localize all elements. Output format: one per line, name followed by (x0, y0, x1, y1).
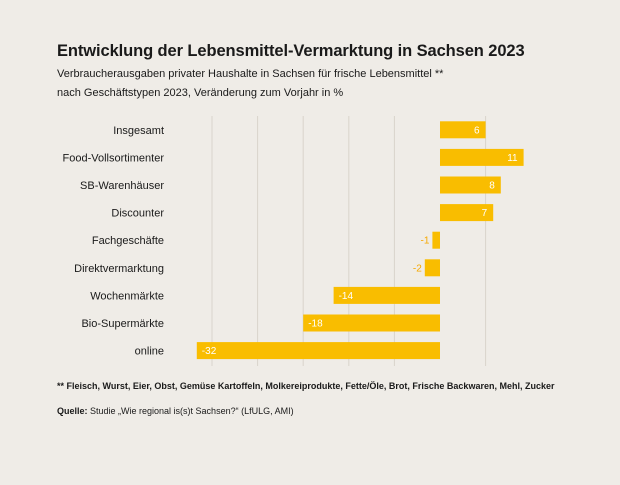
bar (440, 176, 501, 194)
category-label: online (135, 346, 164, 358)
value-label: -18 (308, 319, 323, 330)
footnote: ** Fleisch, Wurst, Eier, Obst, Gemüse Ka… (57, 381, 555, 391)
bar (440, 148, 524, 166)
category-label: Fachgeschäfte (92, 235, 164, 247)
value-label: 8 (489, 181, 495, 192)
bar (424, 259, 440, 277)
category-label: SB-Warenhäuser (80, 180, 164, 192)
bar (303, 314, 440, 332)
subtitle-line-2: nach Geschäftstypen 2023, Veränderung zu… (57, 87, 344, 99)
value-label: -14 (339, 291, 354, 302)
chart-subtitle: Verbraucherausgaben privater Haushalte i… (57, 65, 577, 103)
bar (440, 204, 494, 222)
bar (196, 342, 440, 360)
source-note: Quelle: Studie „Wie regional is(s)t Sach… (57, 406, 294, 416)
bar (440, 121, 486, 139)
value-label: -32 (202, 346, 217, 357)
category-label: Food-Vollsortimenter (63, 152, 165, 164)
value-label: 11 (507, 153, 518, 164)
value-label: -1 (420, 236, 429, 247)
bar (333, 286, 440, 304)
source-label: Quelle: (57, 406, 88, 416)
category-label: Insgesamt (113, 125, 164, 137)
value-label: 6 (474, 125, 480, 136)
source-text: Studie „Wie regional is(s)t Sachsen?“ (L… (87, 406, 294, 416)
bar (432, 231, 440, 249)
category-label: Wochenmärkte (90, 290, 164, 302)
value-label: 7 (482, 208, 488, 219)
category-label: Discounter (111, 208, 164, 220)
subtitle-line-1: Verbraucherausgaben privater Haushalte i… (57, 68, 444, 80)
category-label: Bio-Supermärkte (81, 318, 164, 330)
chart-title: Entwicklung der Lebensmittel-Vermarktung… (57, 42, 525, 60)
value-label: -2 (413, 263, 422, 274)
category-label: Direktvermarktung (74, 263, 164, 275)
